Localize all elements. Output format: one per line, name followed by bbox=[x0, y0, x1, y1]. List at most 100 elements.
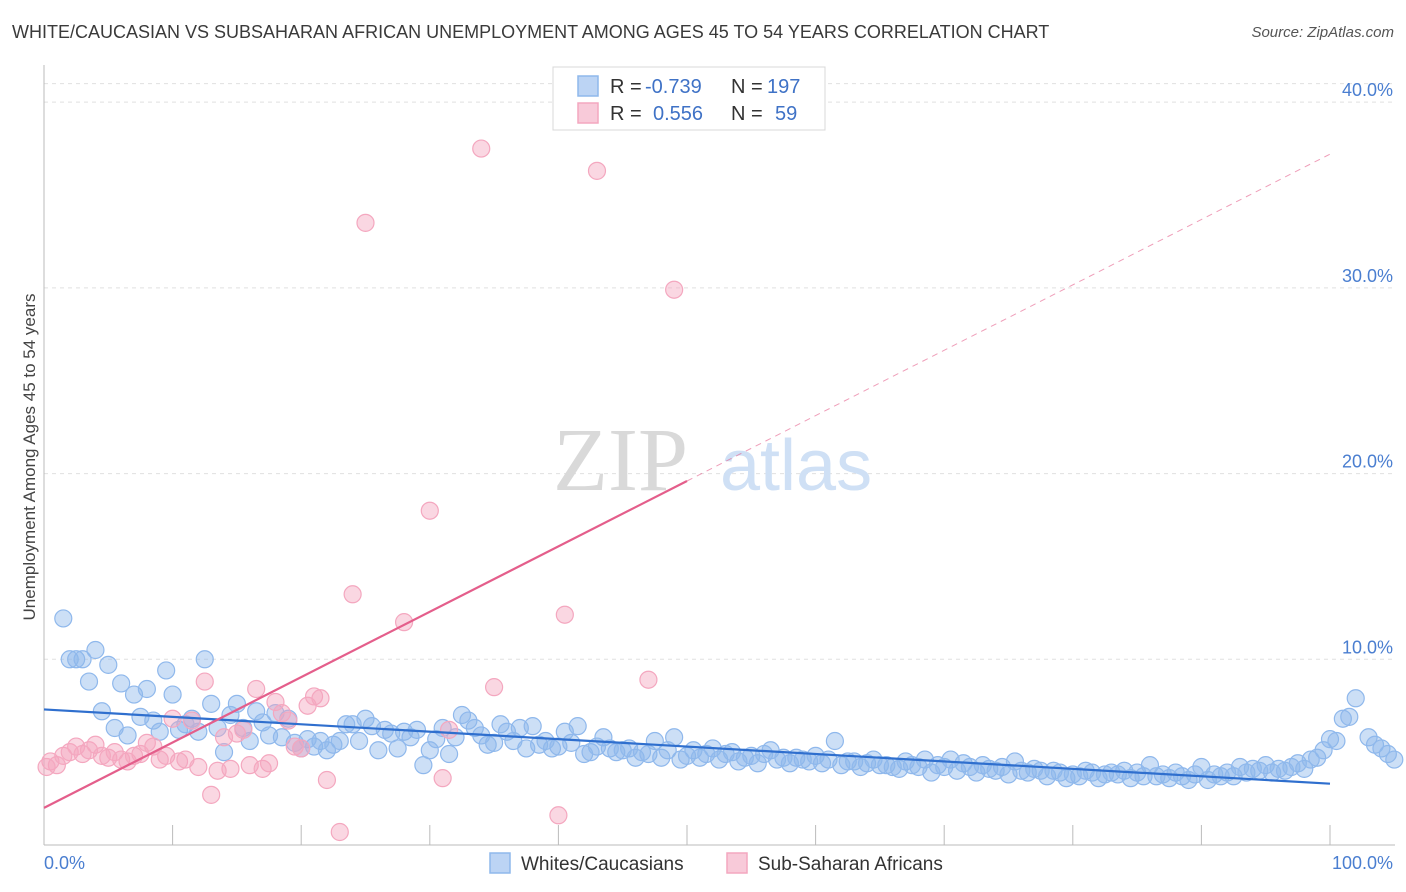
whites-point-9 bbox=[112, 674, 131, 693]
whites-point-6 bbox=[92, 702, 111, 721]
chart-title: WHITE/CAUCASIAN VS SUBSAHARAN AFRICAN UN… bbox=[12, 22, 1050, 42]
subsaharan-point-51 bbox=[485, 678, 504, 697]
legend-n-label-pink: N = bbox=[731, 103, 763, 125]
axes bbox=[43, 65, 1395, 846]
whites-point-5 bbox=[86, 640, 105, 660]
whites-point-199 bbox=[1333, 709, 1352, 728]
subsaharan-point-46 bbox=[356, 213, 375, 232]
legend-swatch-whites bbox=[489, 852, 511, 874]
whites-point-30 bbox=[247, 702, 266, 721]
x-tick-label-max: 100.0% bbox=[1332, 853, 1393, 873]
whites-trend-line bbox=[43, 708, 1331, 785]
subsaharan-point-52 bbox=[472, 139, 491, 158]
whites-point-0 bbox=[54, 609, 73, 628]
subsaharan-point-42 bbox=[311, 689, 330, 708]
whites-point-16 bbox=[157, 661, 176, 680]
subsaharan-point-7 bbox=[86, 735, 105, 754]
legend-n-value-pink: 59 bbox=[775, 103, 797, 125]
legend-swatch-subsaharan bbox=[726, 852, 748, 874]
subsaharan-point-55 bbox=[587, 161, 607, 180]
whites-point-193 bbox=[1295, 759, 1314, 778]
legend-n-value-blue: 197 bbox=[767, 76, 800, 98]
whites-point-194 bbox=[1301, 750, 1320, 769]
whites-point-93 bbox=[652, 748, 671, 767]
whites-point-58 bbox=[427, 730, 446, 749]
whites-point-52 bbox=[388, 739, 407, 758]
y-tick-labels: 10.0% 20.0% 30.0% 40.0% bbox=[1342, 80, 1393, 657]
legend-r-label-blue: R = bbox=[610, 76, 642, 98]
subsaharan-point-19 bbox=[163, 709, 182, 728]
chart-source: Source: ZipAtlas.com bbox=[1251, 24, 1394, 41]
whites-point-57 bbox=[420, 741, 439, 760]
subsaharan-point-32 bbox=[247, 679, 266, 699]
watermark-atlas: atlas bbox=[720, 426, 872, 506]
subsaharan-point-35 bbox=[266, 692, 285, 712]
subsaharan-trend-line bbox=[43, 480, 688, 809]
subsaharan-point-53 bbox=[549, 806, 568, 825]
x-tick-label-min: 0.0% bbox=[44, 853, 85, 873]
subsaharan-point-34 bbox=[259, 754, 279, 773]
whites-point-60 bbox=[439, 744, 459, 764]
series-legend: Whites/Caucasians Sub-Saharan Africans bbox=[489, 852, 943, 875]
legend-swatch-pink bbox=[577, 102, 599, 124]
whites-point-13 bbox=[137, 679, 156, 699]
legend-label-whites: Whites/Caucasians bbox=[521, 854, 684, 875]
whites-point-2 bbox=[67, 650, 86, 669]
subsaharan-point-39 bbox=[292, 739, 311, 758]
whites-point-17 bbox=[163, 685, 182, 704]
watermark-zip: ZIP bbox=[553, 411, 688, 510]
legend-r-label-pink: R = bbox=[610, 103, 642, 125]
whites-point-201 bbox=[1346, 689, 1365, 708]
whites-point-196 bbox=[1314, 741, 1333, 760]
subsaharan-point-43 bbox=[317, 770, 337, 790]
subsaharan-point-38 bbox=[285, 737, 304, 756]
subsaharan-point-36 bbox=[272, 704, 292, 723]
subsaharan-point-50 bbox=[439, 720, 459, 739]
y-tick-label-3: 40.0% bbox=[1342, 80, 1393, 100]
subsaharan-point-54 bbox=[555, 605, 574, 624]
whites-point-80 bbox=[568, 717, 587, 736]
whites-point-7 bbox=[99, 655, 118, 674]
subsaharan-point-24 bbox=[195, 672, 214, 691]
whites-point-1 bbox=[60, 650, 79, 669]
subsaharan-point-57 bbox=[665, 280, 684, 299]
whites-point-198 bbox=[1327, 731, 1346, 751]
legend-r-value-blue: -0.739 bbox=[645, 76, 702, 98]
subsaharan-point-37 bbox=[279, 711, 298, 730]
whites-point-200 bbox=[1340, 707, 1359, 726]
whites-point-195 bbox=[1308, 748, 1327, 767]
trend-lines bbox=[43, 153, 1331, 809]
whites-point-22 bbox=[195, 650, 214, 669]
y-tick-label-1: 20.0% bbox=[1342, 452, 1393, 472]
whites-point-73 bbox=[523, 717, 542, 736]
subsaharan-point-10 bbox=[105, 743, 124, 762]
watermark: ZIP atlas bbox=[553, 411, 872, 510]
subsaharan-point-25 bbox=[202, 785, 221, 804]
legend-label-subsaharan: Sub-Saharan Africans bbox=[758, 854, 943, 875]
subsaharan-point-45 bbox=[343, 585, 362, 604]
subsaharan-point-58 bbox=[37, 757, 56, 777]
whites-point-68 bbox=[491, 715, 510, 734]
whites-point-95 bbox=[665, 728, 684, 747]
subsaharan-point-41 bbox=[304, 687, 324, 706]
whites-point-197 bbox=[1320, 730, 1340, 749]
whites-point-64 bbox=[465, 718, 484, 738]
legend-swatch-blue bbox=[577, 75, 599, 97]
series-subsaharan-points bbox=[37, 139, 684, 842]
whites-point-44 bbox=[337, 715, 356, 734]
y-axis-label: Unemployment Among Ages 45 to 54 years bbox=[20, 294, 39, 621]
whites-point-25 bbox=[214, 743, 234, 762]
subsaharan-point-28 bbox=[221, 759, 240, 778]
whites-point-49 bbox=[369, 741, 388, 760]
subsaharan-point-44 bbox=[330, 822, 349, 842]
subsaharan-point-30 bbox=[234, 720, 253, 739]
legend-r-value-pink: 0.556 bbox=[653, 103, 703, 125]
subsaharan-point-22 bbox=[182, 711, 201, 730]
y-tick-label-2: 30.0% bbox=[1342, 266, 1393, 286]
subsaharan-point-56 bbox=[639, 670, 658, 689]
subsaharan-point-49 bbox=[433, 769, 452, 788]
whites-point-3 bbox=[73, 650, 92, 669]
subsaharan-point-48 bbox=[420, 501, 439, 520]
whites-point-76 bbox=[542, 739, 562, 758]
